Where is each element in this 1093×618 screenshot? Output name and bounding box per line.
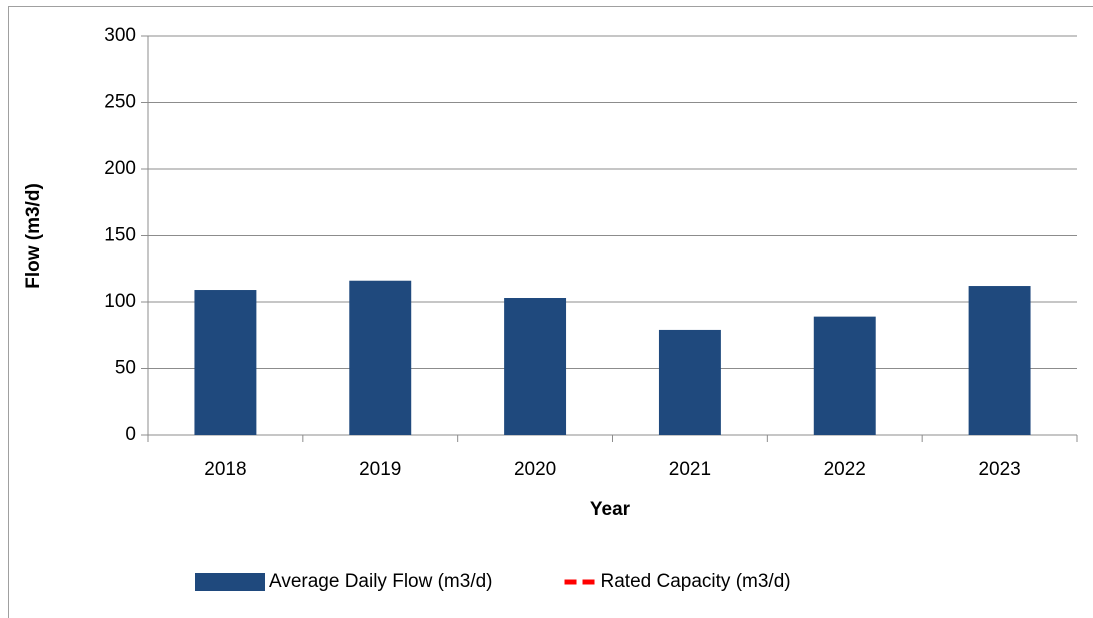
y-axis-title: Flow (m3/d) [23, 183, 44, 289]
legend-label: Rated Capacity (m3/d) [601, 571, 791, 592]
y-tick-label: 250 [104, 92, 136, 113]
bar [968, 286, 1031, 435]
legend-label: Average Daily Flow (m3/d) [269, 571, 493, 592]
y-tick-label: 200 [104, 158, 136, 179]
bar [194, 290, 257, 435]
y-tick-label: 150 [104, 225, 136, 246]
bar [813, 316, 876, 435]
y-tick-label: 100 [104, 291, 136, 312]
chart-frame [8, 6, 1093, 618]
x-tick-label: 2023 [978, 459, 1020, 480]
bar [658, 329, 721, 435]
x-tick-label: 2020 [514, 459, 556, 480]
x-tick-label: 2021 [669, 459, 711, 480]
x-tick-label: 2018 [204, 459, 246, 480]
y-tick-label: 0 [125, 424, 136, 445]
x-axis-title: Year [590, 499, 631, 520]
x-tick-label: 2022 [824, 459, 866, 480]
bar [349, 280, 412, 435]
x-tick-label: 2019 [359, 459, 401, 480]
y-tick-label: 50 [115, 358, 136, 379]
y-tick-label: 300 [104, 25, 136, 46]
legend-swatch [195, 573, 265, 591]
bar [504, 298, 567, 435]
